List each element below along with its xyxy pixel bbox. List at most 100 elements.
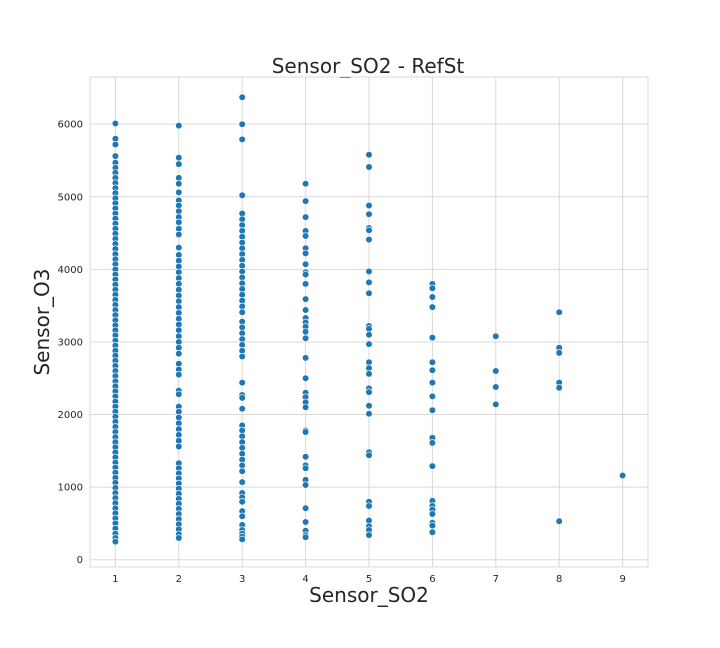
data-point <box>302 232 310 240</box>
x-tick-label: 9 <box>619 574 625 585</box>
data-point <box>302 306 310 314</box>
plot-area <box>89 76 649 568</box>
data-point <box>365 210 373 218</box>
data-point <box>111 140 119 149</box>
y-tick-label: 0 <box>77 555 83 566</box>
data-point <box>302 334 310 342</box>
data-point <box>302 197 310 205</box>
data-point <box>365 163 373 171</box>
data-point <box>365 340 373 348</box>
x-tick-label: 1 <box>112 574 118 585</box>
y-tick-label: 6000 <box>58 120 83 131</box>
data-point <box>302 213 310 221</box>
data-point <box>492 367 500 375</box>
x-tick-label: 6 <box>429 574 435 585</box>
y-tick-label: 2000 <box>58 410 83 421</box>
data-point <box>302 481 310 489</box>
data-point <box>175 218 183 226</box>
data-point <box>428 462 437 470</box>
data-point <box>365 370 373 378</box>
data-point <box>238 405 246 413</box>
data-point <box>428 406 437 414</box>
x-tick-label: 7 <box>493 574 499 585</box>
data-point <box>238 467 246 475</box>
data-point <box>302 295 310 303</box>
x-tick-label: 3 <box>239 574 245 585</box>
y-tick-label: 1000 <box>58 483 83 494</box>
data-point <box>238 352 246 361</box>
data-point <box>302 518 310 526</box>
data-point <box>175 534 183 542</box>
data-point <box>428 358 437 366</box>
data-point <box>302 374 310 382</box>
data-point <box>365 201 373 210</box>
data-point <box>302 328 310 336</box>
data-point <box>175 371 183 379</box>
x-tick-label: 5 <box>366 574 372 585</box>
data-point <box>302 270 310 279</box>
data-point <box>175 442 183 451</box>
data-point <box>238 191 246 199</box>
data-point <box>428 334 437 342</box>
data-point <box>111 119 119 128</box>
data-point <box>365 388 373 396</box>
data-point <box>302 260 310 268</box>
data-point <box>238 498 246 506</box>
data-point <box>428 392 437 401</box>
x-axis-ticks: 1 2 3 4 5 6 7 8 9 <box>112 574 626 585</box>
data-point <box>302 533 310 541</box>
data-point <box>428 521 437 530</box>
data-point <box>365 289 373 297</box>
data-point <box>428 528 437 536</box>
data-point <box>111 537 119 546</box>
x-tick-label: 4 <box>302 574 308 585</box>
data-point <box>238 478 246 486</box>
x-tick-label: 2 <box>176 574 182 585</box>
data-point <box>492 400 500 409</box>
data-point <box>302 428 310 436</box>
data-point <box>302 504 310 512</box>
data-point <box>365 278 373 287</box>
data-point <box>555 349 563 357</box>
data-point <box>238 535 246 544</box>
data-point <box>302 249 310 257</box>
x-axis-label: Sensor_SO2 <box>309 583 429 607</box>
data-point <box>238 135 246 143</box>
data-point <box>302 453 310 461</box>
data-points <box>111 93 627 546</box>
data-point <box>111 152 119 160</box>
y-axis-label: Sensor_O3 <box>30 268 54 375</box>
data-point <box>492 383 500 391</box>
data-point <box>175 188 183 196</box>
data-point <box>365 531 373 539</box>
chart-title: Sensor_SO2 - RefSt <box>272 54 465 78</box>
data-point <box>618 471 627 480</box>
data-point <box>365 410 373 418</box>
data-point <box>555 308 563 316</box>
data-point <box>302 403 310 411</box>
data-point <box>428 366 437 374</box>
data-point <box>175 390 183 398</box>
data-point <box>238 120 246 128</box>
grid-lines <box>90 77 648 567</box>
y-tick-label: 3000 <box>58 337 83 348</box>
data-point <box>365 402 373 410</box>
data-point <box>555 517 563 525</box>
data-point <box>365 236 373 244</box>
data-point <box>238 308 246 316</box>
data-point <box>365 267 373 276</box>
data-point <box>302 280 310 288</box>
data-point <box>175 350 183 358</box>
data-point <box>428 379 437 387</box>
data-point <box>238 394 246 402</box>
data-point <box>302 464 310 472</box>
y-tick-label: 5000 <box>58 192 83 203</box>
data-point <box>365 502 373 510</box>
data-point <box>428 510 437 518</box>
data-point <box>428 303 437 311</box>
data-point <box>175 180 183 188</box>
data-point <box>175 160 183 168</box>
data-point <box>175 244 183 252</box>
data-point <box>428 284 437 292</box>
